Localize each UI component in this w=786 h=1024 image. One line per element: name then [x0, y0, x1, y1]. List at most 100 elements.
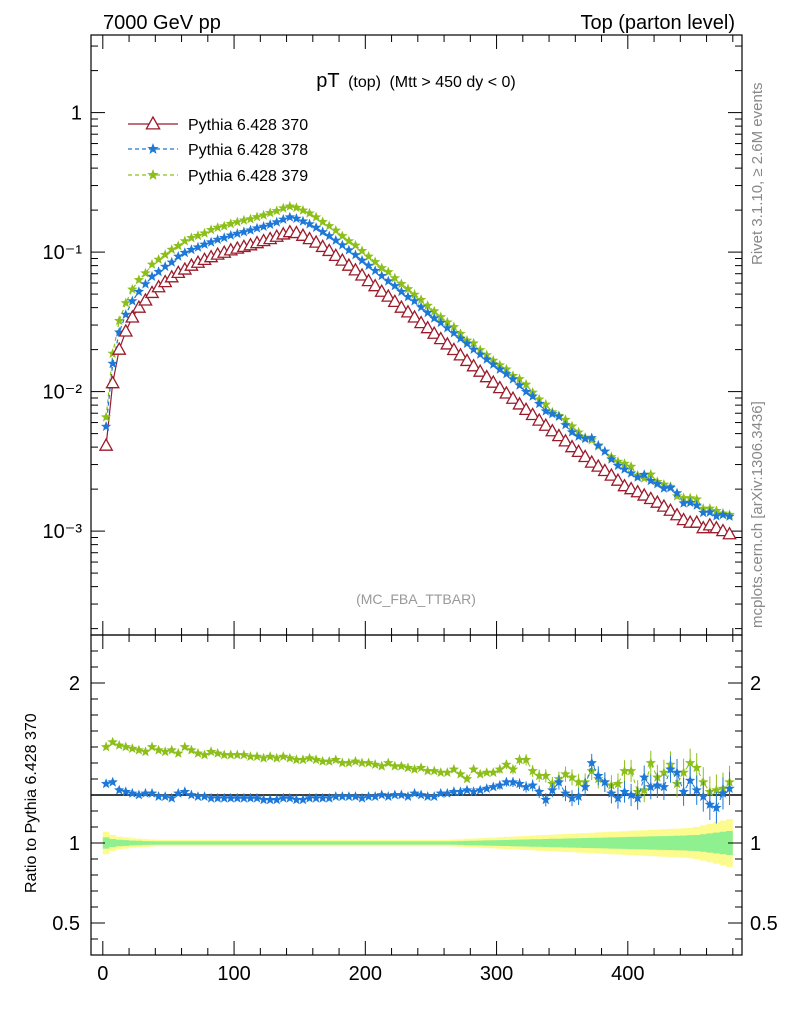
- plot-title-main: pT: [316, 70, 339, 92]
- ratio-378-point: [369, 791, 381, 801]
- series-378-point: [639, 469, 650, 480]
- series-379-point: [317, 216, 328, 227]
- series-379-point: [245, 213, 256, 224]
- ratio-379-point: [415, 762, 427, 773]
- ratio-379-point: [560, 768, 571, 779]
- ratio-379-point: [429, 765, 440, 776]
- ratio-378-point: [304, 792, 315, 803]
- ratio-378-point: [337, 791, 348, 801]
- x-tick-label: 200: [349, 963, 382, 985]
- series-379-point: [310, 211, 322, 222]
- legend-label-378: Pythia 6.428 378: [188, 142, 308, 159]
- series-379-point: [429, 305, 440, 316]
- ratio-378-point: [488, 781, 499, 792]
- series-370-point: [380, 288, 396, 302]
- ratio-378-point: [547, 784, 558, 795]
- series-378-point: [619, 463, 630, 474]
- series-370-point: [479, 369, 495, 383]
- series-378-point: [711, 510, 722, 521]
- ratio-379-point: [612, 778, 624, 789]
- x-tick-label: 0: [97, 963, 108, 985]
- series-370-point: [302, 231, 317, 245]
- series-378-point: [507, 373, 519, 384]
- series-378-point: [684, 497, 696, 508]
- series-370-point: [459, 353, 475, 367]
- ratio-378-point: [658, 781, 670, 792]
- series-370-point: [545, 423, 560, 437]
- ratio-379-point: [337, 757, 348, 768]
- series-378-point: [383, 275, 394, 286]
- series-379-point: [356, 245, 368, 256]
- ratio-378-point: [376, 789, 387, 800]
- series-378-point: [481, 353, 492, 364]
- series-378-point: [133, 286, 145, 297]
- ratio-379-point: [238, 749, 250, 760]
- ratio-378-point: [540, 794, 551, 805]
- ratio-379-point: [199, 749, 210, 760]
- series-370-point: [505, 390, 521, 404]
- series-379-point: [291, 202, 302, 213]
- main-ticks: [91, 35, 742, 635]
- series-378-point: [192, 241, 204, 252]
- series-379-point: [120, 297, 131, 308]
- ratio-379-point: [678, 767, 689, 777]
- ratio-band-inner: [102, 831, 733, 855]
- ratio-378-point: [245, 792, 256, 803]
- series-378-point: [205, 236, 217, 247]
- series-378-point: [658, 482, 670, 493]
- ratio-378-point: [606, 787, 617, 798]
- ratio-378-point: [186, 789, 197, 800]
- series-370-point: [656, 498, 672, 512]
- series-379-point: [540, 398, 551, 409]
- series-370-point: [407, 309, 422, 323]
- ratio-band: [102, 819, 733, 867]
- ratio-378-point: [652, 779, 663, 790]
- ratio-378-point: [579, 781, 591, 792]
- ratio-379-point: [514, 754, 525, 765]
- series-378-point: [678, 497, 689, 508]
- ratio-y-tick-label: 0.5: [52, 913, 80, 935]
- series-370-point: [538, 417, 554, 431]
- series-370-point: [308, 234, 324, 248]
- ratio-378-point: [409, 787, 420, 798]
- ratio-378-point: [455, 786, 466, 797]
- ratio-379-point: [442, 767, 453, 777]
- ratio-379-point: [166, 744, 177, 755]
- series-378-point: [645, 475, 656, 486]
- mcplots-label: mcplots.cern.ch [arXiv:1306.3436]: [749, 401, 766, 628]
- series-370-point: [374, 283, 390, 297]
- series-379-point: [284, 200, 296, 211]
- series-379-point: [192, 230, 204, 241]
- ratio-379-point: [369, 759, 381, 769]
- ratio-378-point: [474, 784, 486, 795]
- ratio-379-point: [219, 749, 230, 760]
- series-378-point: [271, 216, 282, 227]
- series-378-point: [376, 270, 387, 281]
- ratio-378-point: [258, 794, 269, 805]
- ratio-378-point: [350, 791, 361, 801]
- series-378-point: [291, 213, 302, 223]
- ratio-378-point: [284, 792, 296, 803]
- series-370-point: [663, 502, 678, 516]
- main-y-tick-label: 10⁻²: [43, 382, 83, 404]
- ratio-379-point: [468, 763, 479, 774]
- series-370-point: [387, 294, 403, 308]
- series-370-point: [472, 363, 488, 377]
- series-370-point: [321, 243, 337, 257]
- series-370-point: [512, 396, 527, 410]
- series-378-point: [186, 244, 197, 255]
- ratio-379-point: [304, 752, 315, 763]
- ratio-ticks: [91, 634, 742, 956]
- ratio-379-point: [573, 776, 584, 787]
- ratio-379-point: [324, 755, 335, 766]
- ratio-378-point: [271, 794, 282, 805]
- series-379-point: [396, 278, 407, 289]
- ratio-379-point: [448, 763, 460, 774]
- series-378-point: [488, 358, 499, 369]
- series-378-point: [560, 419, 571, 430]
- series-379-point: [173, 240, 184, 251]
- series-378-point: [579, 433, 591, 444]
- series-378-point: [212, 234, 223, 245]
- series-379-point: [645, 468, 656, 479]
- ratio-378-point: [586, 757, 597, 768]
